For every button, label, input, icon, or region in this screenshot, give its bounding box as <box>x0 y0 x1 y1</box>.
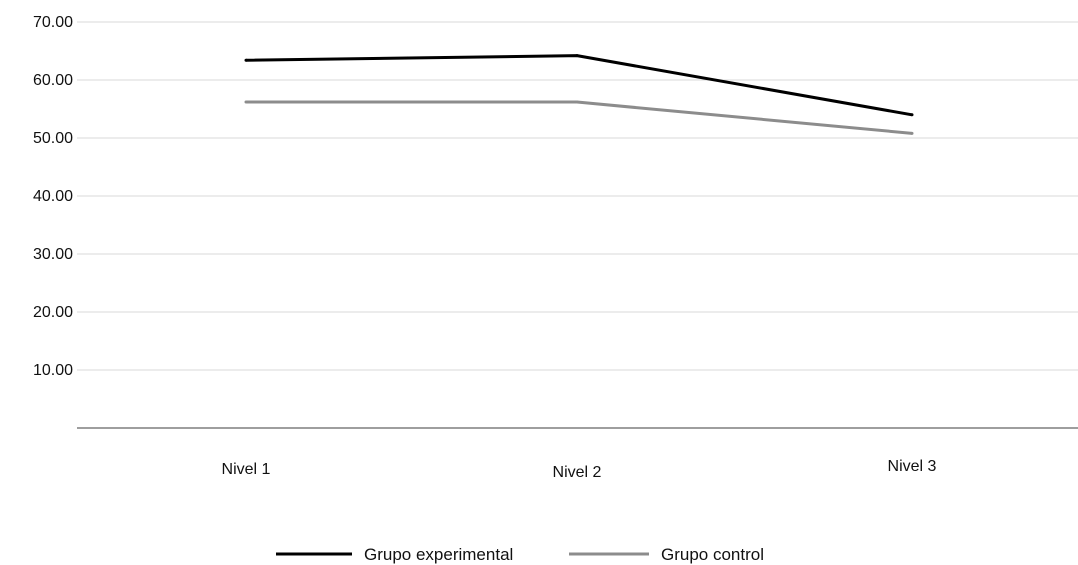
y-axis: 10.00 20.00 30.00 40.00 50.00 60.00 70.00 <box>33 14 73 379</box>
y-tick-label: 20.00 <box>33 304 73 321</box>
y-tick-label: 60.00 <box>33 72 73 89</box>
y-tick-label: 70.00 <box>33 14 73 31</box>
y-tick-label: 30.00 <box>33 246 73 263</box>
data-point <box>575 100 579 104</box>
x-axis: Nivel 1 Nivel 2 Nivel 3 <box>77 427 1078 481</box>
series-lines <box>244 54 914 135</box>
data-point <box>575 54 579 58</box>
legend: Grupo experimental Grupo control <box>276 545 764 564</box>
y-tick-label: 40.00 <box>33 188 73 205</box>
data-point <box>910 113 914 117</box>
series-line-grupo-experimental <box>245 54 913 117</box>
x-tick-label: Nivel 1 <box>222 461 271 478</box>
x-tick-label: Nivel 3 <box>888 458 937 475</box>
legend-label: Grupo control <box>661 545 764 564</box>
x-tick-label: Nivel 2 <box>553 464 602 481</box>
legend-label: Grupo experimental <box>364 545 513 564</box>
y-tick-label: 10.00 <box>33 362 73 379</box>
y-tick-label: 50.00 <box>33 130 73 147</box>
series-line-grupo-control <box>246 100 913 135</box>
gridlines <box>77 21 1078 371</box>
data-point <box>244 100 248 104</box>
data-point <box>910 131 914 135</box>
data-point <box>244 58 248 62</box>
